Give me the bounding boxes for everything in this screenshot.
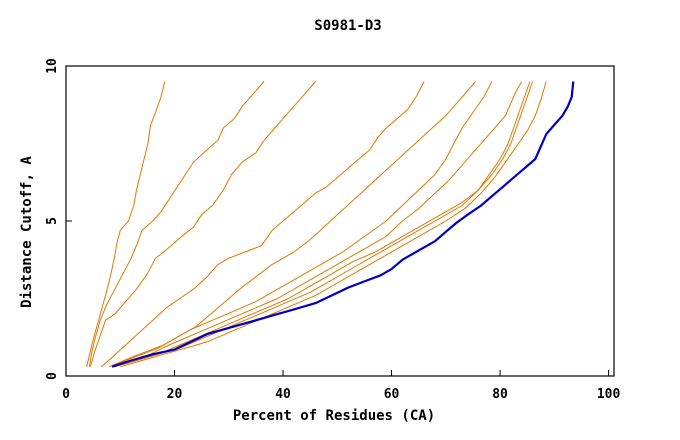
- y-tick-label: 0: [45, 372, 60, 380]
- series-line-1: [88, 81, 265, 367]
- x-tick-label: 0: [62, 387, 70, 402]
- series-line-2: [89, 81, 316, 367]
- x-tick-label: 20: [167, 387, 183, 402]
- x-tick-label: 60: [384, 387, 400, 402]
- chart-title: S0981-D3: [314, 18, 381, 34]
- y-tick-label: 10: [45, 58, 60, 74]
- series-line-9: [120, 81, 547, 368]
- x-tick-label: 100: [597, 387, 621, 402]
- series-line-0: [86, 81, 166, 367]
- series-line-5: [109, 81, 493, 368]
- series-layer: [86, 81, 575, 368]
- y-tick-label: 5: [45, 217, 60, 225]
- x-tick-label: 40: [275, 387, 291, 402]
- y-axis-ticks: 0 5 10: [45, 58, 72, 380]
- x-tick-label: 80: [492, 387, 508, 402]
- series-line-7: [114, 81, 531, 368]
- series-line-8: [114, 81, 534, 368]
- y-axis-label: Distance Cutoff, A: [19, 156, 35, 308]
- series-line-4: [109, 81, 476, 368]
- plot-frame: [65, 65, 615, 377]
- series-line-highlight: [111, 81, 575, 368]
- x-axis-label: Percent of Residues (CA): [233, 408, 435, 424]
- series-line-3: [100, 81, 425, 368]
- series-line-6: [111, 81, 523, 368]
- x-axis-ticks: 0 20 40 60 80 100: [62, 370, 620, 402]
